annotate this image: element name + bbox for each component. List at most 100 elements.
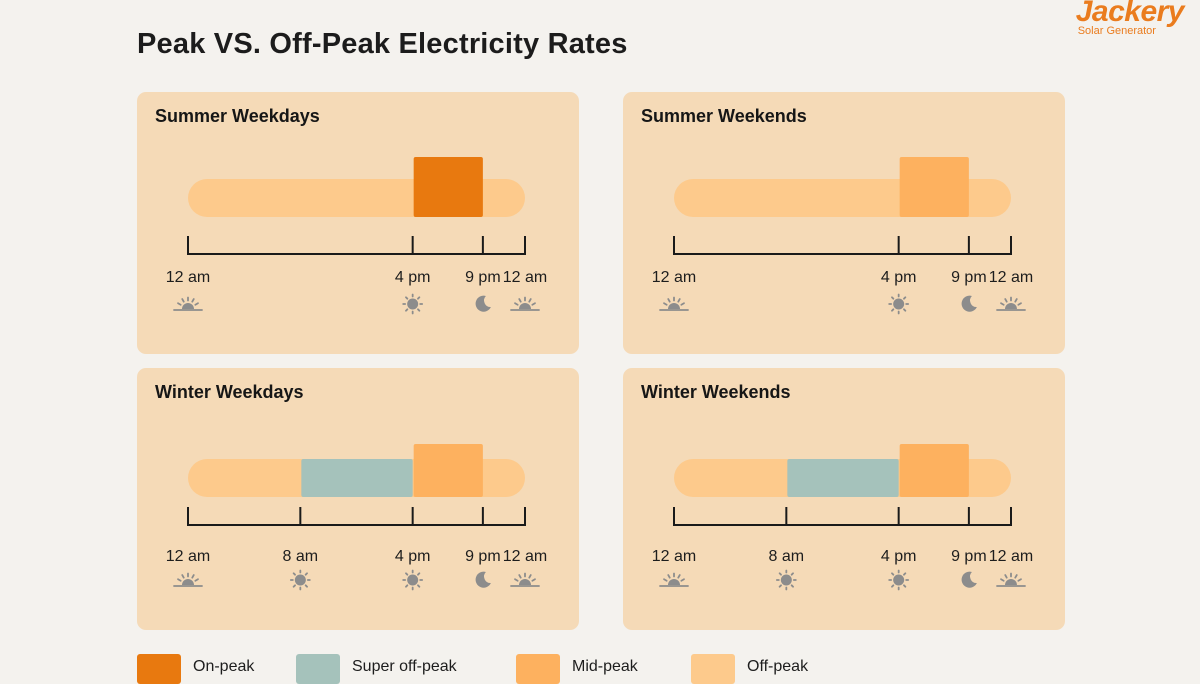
- sun-icon-core: [407, 298, 419, 310]
- sun-icon-core: [780, 574, 792, 586]
- moon-icon-shape: [961, 295, 977, 312]
- sunrise-icon: [996, 296, 1026, 311]
- tick-label: 9 pm: [951, 548, 987, 565]
- moon-icon-shape: [961, 571, 977, 588]
- tick-label: 12 am: [652, 269, 696, 286]
- sun-icon-ray: [778, 584, 782, 588]
- legend-label: Mid-peak: [572, 658, 638, 675]
- panel-winter-weekends: Winter Weekends 12 am 8 am 4 pm 9 pm 12 am: [623, 368, 1065, 630]
- tick-label: 9 pm: [465, 548, 501, 565]
- sunrise-icon-ray: [191, 298, 195, 303]
- sunrise-icon-ray: [1017, 302, 1022, 306]
- sunrise-icon-ray: [514, 578, 519, 582]
- sun-icon: [888, 293, 910, 315]
- moon-icon: [475, 571, 491, 588]
- timeline-diagram: 12 am 8 am 4 pm 9 pm 12 am: [652, 444, 1033, 591]
- panel-summer-weekends: Summer Weekends 12 am 4 pm 9 pm 12 am: [623, 92, 1065, 354]
- tick-label: 12 am: [989, 548, 1033, 565]
- sun-icon-core: [893, 298, 905, 310]
- moon-icon: [961, 571, 977, 588]
- sunrise-icon-ray: [518, 574, 522, 579]
- sun-icon: [402, 569, 424, 591]
- sun-icon-ray: [903, 296, 907, 300]
- sun-icon-ray: [417, 296, 421, 300]
- tick-label: 12 am: [989, 269, 1033, 286]
- segment-on-peak: [413, 157, 483, 217]
- panel-title: Summer Weekends: [641, 106, 807, 126]
- sunrise-icon-ray: [177, 578, 182, 582]
- moon-icon: [961, 295, 977, 312]
- sun-icon-ray: [778, 572, 782, 576]
- sunrise-icon-ray: [181, 574, 185, 579]
- sun-icon-ray: [417, 572, 421, 576]
- tick-label: 4 pm: [395, 548, 431, 565]
- moon-icon: [475, 295, 491, 312]
- sunrise-icon-ray: [663, 578, 668, 582]
- tick-label: 12 am: [166, 548, 210, 565]
- sun-icon-ray: [417, 308, 421, 312]
- legend-label: Super off-peak: [352, 658, 457, 675]
- sun-icon-ray: [790, 584, 794, 588]
- sunrise-icon-sun: [519, 579, 531, 585]
- sun-icon-ray: [304, 572, 308, 576]
- sunrise-icon-ray: [514, 302, 519, 306]
- sun-icon-ray: [903, 308, 907, 312]
- legend-label: On-peak: [193, 658, 255, 675]
- sunrise-icon-ray: [531, 302, 536, 306]
- sunrise-icon-ray: [1017, 578, 1022, 582]
- legend: On-peak Super off-peak Mid-peak Off-peak: [137, 654, 1197, 684]
- brand-name: Jackery: [1075, 0, 1185, 28]
- sun-icon: [888, 569, 910, 591]
- sunrise-icon-ray: [194, 578, 199, 582]
- panel-title: Summer Weekdays: [155, 106, 320, 126]
- sunrise-icon-ray: [667, 298, 671, 303]
- timeline-diagram: 12 am 8 am 4 pm 9 pm 12 am: [166, 444, 547, 591]
- sunrise-icon-sun: [182, 579, 194, 585]
- sunrise-icon-ray: [181, 298, 185, 303]
- tick-label: 9 pm: [465, 269, 501, 286]
- sun-icon-ray: [405, 308, 409, 312]
- sunrise-icon: [173, 572, 203, 587]
- sun-icon-ray: [304, 584, 308, 588]
- legend-swatch: [137, 654, 181, 684]
- sunrise-icon-ray: [677, 298, 681, 303]
- sun-icon-ray: [417, 584, 421, 588]
- sunrise-icon-ray: [191, 574, 195, 579]
- sun-icon-ray: [903, 584, 907, 588]
- sun-icon-core: [893, 574, 905, 586]
- legend-swatch: [691, 654, 735, 684]
- sunrise-icon-ray: [531, 578, 536, 582]
- sunrise-icon-sun: [668, 303, 680, 309]
- sunrise-icon: [510, 296, 540, 311]
- sun-icon: [289, 569, 311, 591]
- sunrise-icon-sun: [1005, 579, 1017, 585]
- sunrise-icon-ray: [680, 302, 685, 306]
- sunrise-icon-ray: [528, 574, 532, 579]
- sun-icon: [402, 293, 424, 315]
- sunrise-icon-ray: [663, 302, 668, 306]
- sun-icon-core: [294, 574, 306, 586]
- panel-title: Winter Weekdays: [155, 382, 304, 402]
- legend-swatch: [516, 654, 560, 684]
- sunrise-icon-ray: [1014, 298, 1018, 303]
- sunrise-icon-ray: [667, 574, 671, 579]
- sun-icon-ray: [891, 296, 895, 300]
- timeline-diagram: 12 am 4 pm 9 pm 12 am: [652, 157, 1033, 315]
- sun-icon: [775, 569, 797, 591]
- sunrise-icon: [510, 572, 540, 587]
- sun-icon-ray: [891, 584, 895, 588]
- segment-mid-peak: [899, 157, 969, 217]
- sunrise-icon-sun: [668, 579, 680, 585]
- tick-label: 4 pm: [881, 548, 917, 565]
- page-title: Peak VS. Off-Peak Electricity Rates: [137, 28, 628, 60]
- sunrise-icon-ray: [1004, 574, 1008, 579]
- sunrise-icon-ray: [677, 574, 681, 579]
- sunrise-icon-ray: [177, 302, 182, 306]
- sun-icon-ray: [903, 572, 907, 576]
- tick-label: 12 am: [503, 548, 547, 565]
- sunrise-icon-sun: [182, 303, 194, 309]
- brand-logo: Jackery Solar Generator: [1075, 0, 1185, 37]
- sun-icon-core: [407, 574, 419, 586]
- timeline-diagram: 12 am 4 pm 9 pm 12 am: [166, 157, 547, 315]
- segment-mid-peak: [413, 444, 483, 497]
